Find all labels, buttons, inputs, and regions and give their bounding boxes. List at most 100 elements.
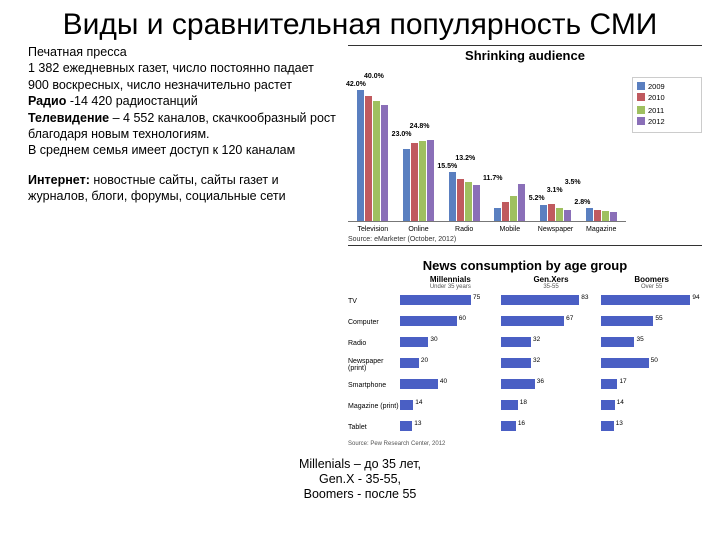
chart2-value-label: 20 — [421, 357, 428, 364]
chart1-value-label: 2.8% — [574, 199, 590, 206]
chart2-cell: 32 — [501, 337, 602, 351]
legend-label: 2011 — [648, 106, 664, 115]
slide-title: Виды и сравнительная популярность СМИ — [0, 0, 720, 45]
legend-swatch — [637, 106, 645, 114]
right-charts-column: Shrinking audience 42.0%40.0%Television2… — [348, 45, 702, 447]
chart1-bar — [494, 208, 501, 220]
chart2-bar — [400, 316, 457, 326]
chart1-group: 11.7%Mobile — [487, 67, 533, 221]
chart2-value-label: 14 — [617, 399, 624, 406]
chart1-bar — [427, 140, 434, 221]
chart2-cell: 35 — [601, 337, 702, 351]
legend-item: 2012 — [637, 117, 697, 126]
chart2-value-label: 14 — [415, 399, 422, 406]
chart1-bar — [449, 172, 456, 220]
chart2-bar — [601, 316, 653, 326]
chart1-group: 42.0%40.0%Television — [350, 67, 396, 221]
text-internet: Интернет: новостные сайты, сайты газет и… — [28, 173, 338, 204]
chart2-row-label: Newspaper (print) — [348, 358, 400, 372]
chart2-bar — [501, 421, 516, 431]
chart1-bar — [564, 210, 571, 221]
shrinking-audience-chart: Shrinking audience 42.0%40.0%Television2… — [348, 45, 702, 246]
chart2-bar — [601, 421, 613, 431]
chart2-bar — [601, 400, 614, 410]
chart2-row-label: Tablet — [348, 424, 400, 431]
chart1-group: 2.8%Magazine — [578, 67, 624, 221]
chart2-value-label: 94 — [692, 294, 699, 301]
chart2-source: Source: Pew Research Center, 2012 — [348, 441, 702, 447]
left-text-column: Печатная пресса 1 382 ежедневных газет, … — [28, 45, 338, 447]
chart2-row-label: Magazine (print) — [348, 403, 400, 410]
chart2-value-label: 36 — [537, 378, 544, 385]
chart2-cell: 75 — [400, 295, 501, 309]
chart1-category-label: Radio — [455, 226, 473, 233]
chart1-group: 23.0%24.8%Online — [396, 67, 442, 221]
chart1-bar — [381, 105, 388, 220]
chart1-category-label: Mobile — [500, 226, 521, 233]
chart1-bar — [457, 179, 464, 220]
chart2-bar — [501, 379, 535, 389]
chart2-bar — [501, 316, 564, 326]
chart2-cell: 60 — [400, 316, 501, 330]
chart1-bar — [586, 208, 593, 220]
legend-swatch — [637, 117, 645, 125]
legend-item: 2010 — [637, 93, 697, 102]
chart2-row-label: Smartphone — [348, 382, 400, 389]
chart2-value-label: 13 — [414, 420, 421, 427]
chart2-bar — [400, 295, 471, 305]
chart2-cell: 13 — [400, 421, 501, 435]
chart2-bar — [501, 295, 580, 305]
chart2-cell: 18 — [501, 400, 602, 414]
legend-item: 2011 — [637, 106, 697, 115]
chart2-cell: 32 — [501, 358, 602, 372]
chart2-cell: 36 — [501, 379, 602, 393]
text-print-press: Печатная пресса — [28, 45, 338, 61]
chart2-bar — [601, 295, 690, 305]
legend-swatch — [637, 93, 645, 101]
chart2-row: TV75 83 94 — [348, 293, 702, 311]
chart1-bar — [465, 182, 472, 221]
chart1-value-label: 15.5% — [437, 163, 457, 170]
chart1-bar — [419, 141, 426, 220]
chart2-subheader: Under 35 years 35-55 Over 55 — [348, 284, 702, 290]
chart1-category-label: Television — [357, 226, 388, 233]
chart2-bar — [400, 400, 413, 410]
chart2-value-label: 32 — [533, 336, 540, 343]
chart2-bar — [501, 400, 518, 410]
chart2-cell: 14 — [601, 400, 702, 414]
legend-swatch — [637, 82, 645, 90]
chart2-row-label: TV — [348, 298, 400, 305]
chart1-source: Source: eMarketer (October, 2012) — [348, 236, 702, 246]
chart2-value-label: 55 — [655, 315, 662, 322]
chart2-row: Magazine (print) 14 18 14 — [348, 398, 702, 416]
text-daily-papers: 1 382 ежедневных газет, число постоянно … — [28, 61, 338, 77]
chart1-title: Shrinking audience — [348, 48, 702, 63]
chart2-cell: 30 — [400, 337, 501, 351]
chart1-bar — [556, 208, 563, 220]
chart2-title: News consumption by age group — [348, 258, 702, 273]
chart2-bar — [400, 379, 438, 389]
chart2-value-label: 40 — [440, 378, 447, 385]
chart2-cell: 13 — [601, 421, 702, 435]
chart2-row: Computer606755 — [348, 314, 702, 332]
chart2-bar — [501, 358, 531, 368]
chart1-bar — [411, 143, 418, 220]
chart2-header: Millennials Gen.Xers Boomers — [348, 275, 702, 284]
chart2-value-label: 83 — [581, 294, 588, 301]
chart1-value-label: 11.7% — [483, 175, 502, 182]
chart1-bar — [502, 202, 509, 221]
legend-label: 2009 — [648, 82, 665, 91]
chart2-value-label: 17 — [619, 378, 626, 385]
chart1-bar — [403, 149, 410, 221]
chart2-value-label: 13 — [616, 420, 623, 427]
chart2-cell: 94 — [601, 295, 702, 309]
chart1-bar — [373, 101, 380, 221]
chart1-category-label: Newspaper — [538, 226, 573, 233]
chart2-bar — [601, 337, 634, 347]
chart1-value-label: 24.8% — [410, 123, 430, 130]
chart1-group: 5.2%3.1%3.5%Newspaper — [533, 67, 579, 221]
chart1-bar — [357, 90, 364, 221]
chart1-category-label: Magazine — [586, 226, 616, 233]
chart2-cell: 20 — [400, 358, 501, 372]
chart1-bar — [365, 96, 372, 220]
